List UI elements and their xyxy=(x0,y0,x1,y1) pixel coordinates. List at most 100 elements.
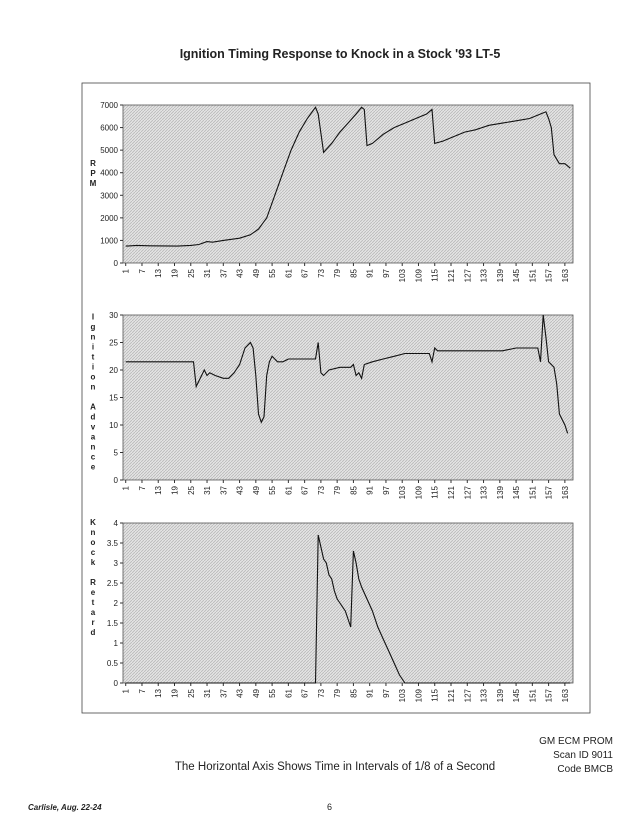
x-tick-label: 97 xyxy=(382,688,391,697)
x-tick-label: 115 xyxy=(431,688,440,701)
y-tick-label: 0 xyxy=(114,476,119,485)
x-tick-label: 37 xyxy=(219,485,228,494)
x-tick-label: 61 xyxy=(284,268,293,277)
x-tick-label: 151 xyxy=(528,688,537,702)
x-tick-label: 91 xyxy=(366,268,375,277)
x-tick-label: 79 xyxy=(333,268,342,277)
data-line xyxy=(125,314,569,434)
y-tick-label: 2.5 xyxy=(107,579,119,588)
event-note: Carlisle, Aug. 22-24 xyxy=(28,803,102,812)
prom-line: Scan ID 9011 xyxy=(553,750,613,761)
x-tick-label: 19 xyxy=(171,268,180,277)
y-tick-label: 1.5 xyxy=(107,619,119,628)
x-tick-label: 67 xyxy=(301,688,310,697)
x-tick-label: 79 xyxy=(333,485,342,494)
x-tick-label: 55 xyxy=(268,688,277,697)
x-tick-label: 145 xyxy=(512,688,521,702)
x-tick-label: 145 xyxy=(512,485,521,499)
footer-note: The Horizontal Axis Shows Time in Interv… xyxy=(175,761,495,773)
x-tick-label: 109 xyxy=(414,688,423,702)
x-tick-label: 103 xyxy=(398,485,407,499)
x-tick-label: 49 xyxy=(252,688,261,697)
y-tick-label: 4 xyxy=(114,519,119,528)
y-tick-label: 2 xyxy=(114,599,119,608)
y-tick-label: 25 xyxy=(109,339,118,348)
y-tick-label: 2000 xyxy=(100,214,118,223)
x-tick-label: 61 xyxy=(284,485,293,494)
y-tick-label: 0.5 xyxy=(107,659,119,668)
prom-line: GM ECM PROM xyxy=(539,736,613,747)
x-tick-label: 13 xyxy=(154,268,163,277)
x-tick-label: 163 xyxy=(561,688,570,702)
x-tick-label: 31 xyxy=(203,688,212,697)
x-tick-label: 133 xyxy=(480,485,489,499)
y-tick-label: 0 xyxy=(114,679,119,688)
x-tick-label: 31 xyxy=(203,268,212,277)
x-tick-label: 43 xyxy=(236,688,245,697)
x-tick-label: 31 xyxy=(203,485,212,494)
x-tick-label: 127 xyxy=(463,485,472,499)
y-axis-label: Ignition Advance xyxy=(89,313,98,473)
x-tick-label: 19 xyxy=(171,485,180,494)
x-tick-label: 61 xyxy=(284,688,293,697)
x-tick-label: 151 xyxy=(528,485,537,499)
y-tick-label: 30 xyxy=(109,311,118,320)
y-tick-label: 15 xyxy=(109,394,118,403)
page-number: 6 xyxy=(327,802,332,812)
chart-frame xyxy=(81,82,591,714)
x-tick-label: 19 xyxy=(171,688,180,697)
x-tick-label: 49 xyxy=(252,485,261,494)
y-tick-label: 10 xyxy=(109,421,118,430)
y-tick-label: 20 xyxy=(109,366,118,375)
x-tick-label: 13 xyxy=(154,485,163,494)
x-tick-label: 139 xyxy=(496,268,505,282)
x-tick-label: 37 xyxy=(219,688,228,697)
x-tick-label: 79 xyxy=(333,688,342,697)
y-tick-label: 4000 xyxy=(100,169,118,178)
plot-area xyxy=(122,104,574,264)
data-line xyxy=(125,106,571,247)
y-tick-label: 0 xyxy=(114,259,119,268)
x-tick-label: 157 xyxy=(545,268,554,282)
x-tick-label: 7 xyxy=(138,688,147,693)
y-tick-label: 3000 xyxy=(100,191,118,200)
x-tick-label: 37 xyxy=(219,268,228,277)
x-tick-label: 25 xyxy=(187,268,196,277)
x-tick-label: 73 xyxy=(317,688,326,697)
x-tick-label: 1 xyxy=(122,268,131,273)
x-tick-label: 115 xyxy=(431,268,440,281)
y-tick-label: 6000 xyxy=(100,124,118,133)
x-tick-label: 49 xyxy=(252,268,261,277)
x-tick-label: 115 xyxy=(431,485,440,498)
x-tick-label: 139 xyxy=(496,485,505,499)
y-tick-label: 7000 xyxy=(100,101,118,110)
x-tick-label: 163 xyxy=(561,485,570,499)
plot-area xyxy=(122,522,574,684)
x-tick-label: 133 xyxy=(480,688,489,702)
x-tick-label: 109 xyxy=(414,268,423,282)
y-tick-label: 5 xyxy=(114,449,119,458)
x-tick-label: 43 xyxy=(236,485,245,494)
x-tick-label: 1 xyxy=(122,485,131,490)
y-tick-label: 3.5 xyxy=(107,539,119,548)
y-tick-label: 5000 xyxy=(100,146,118,155)
x-tick-label: 109 xyxy=(414,485,423,499)
x-tick-label: 127 xyxy=(463,688,472,702)
plot-area xyxy=(122,314,574,481)
y-tick-label: 1 xyxy=(114,639,119,648)
data-line xyxy=(125,534,571,684)
x-tick-label: 55 xyxy=(268,485,277,494)
x-tick-label: 67 xyxy=(301,268,310,277)
x-tick-label: 85 xyxy=(349,268,358,277)
y-axis-label: RPM xyxy=(89,159,98,189)
y-tick-label: 1000 xyxy=(100,236,118,245)
y-axis-label: Knock Retard xyxy=(89,518,98,638)
x-tick-label: 43 xyxy=(236,268,245,277)
x-tick-label: 13 xyxy=(154,688,163,697)
x-tick-label: 163 xyxy=(561,268,570,282)
x-tick-label: 139 xyxy=(496,688,505,702)
x-tick-label: 121 xyxy=(447,485,456,499)
x-tick-label: 73 xyxy=(317,268,326,277)
